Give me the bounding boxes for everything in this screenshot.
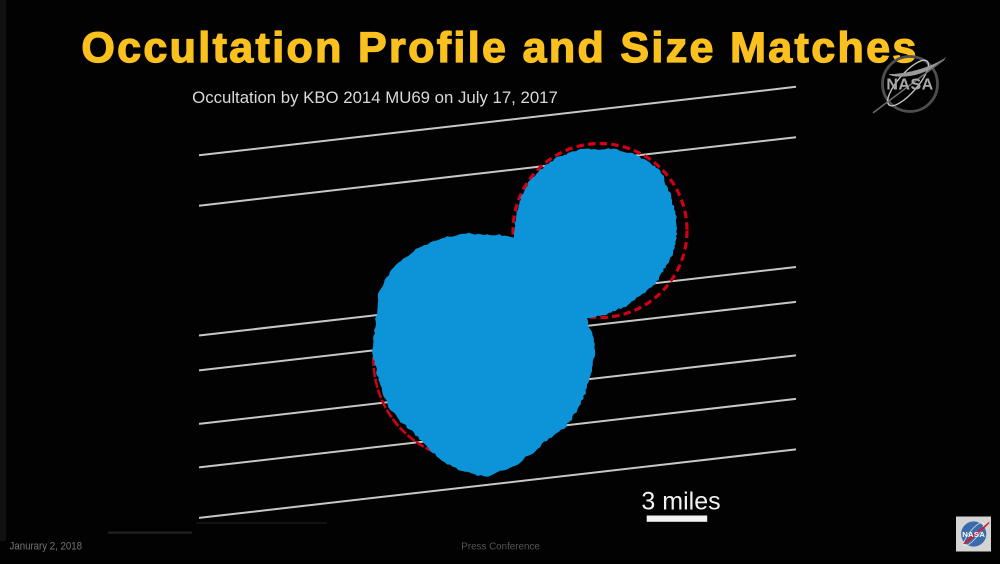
- svg-text:Occultation by KBO 2014 MU69 o: Occultation by KBO 2014 MU69 on July 17,…: [192, 88, 558, 107]
- svg-text:3 miles: 3 miles: [641, 488, 720, 516]
- svg-text:Press Conference: Press Conference: [461, 540, 540, 552]
- svg-text:Janurary 2, 2018: Janurary 2, 2018: [10, 540, 83, 552]
- svg-text:NASA: NASA: [962, 530, 985, 539]
- svg-text:Occultation Profile and Size M: Occultation Profile and Size Matches: [81, 24, 918, 72]
- svg-text:NASA: NASA: [886, 77, 933, 94]
